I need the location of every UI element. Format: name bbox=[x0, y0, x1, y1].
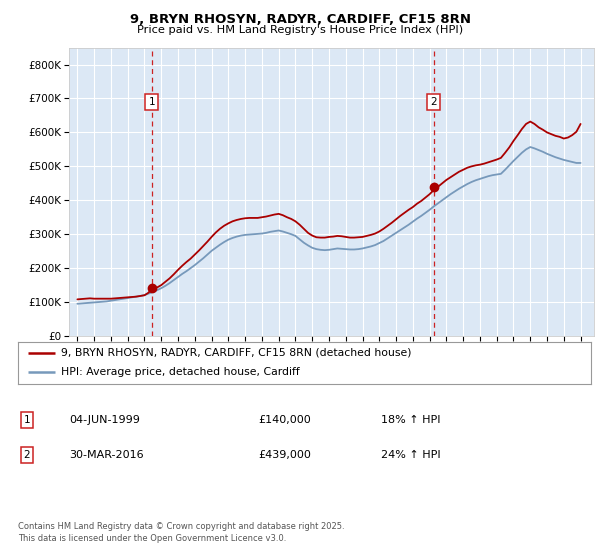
Text: HPI: Average price, detached house, Cardiff: HPI: Average price, detached house, Card… bbox=[61, 367, 300, 377]
Text: 2: 2 bbox=[430, 97, 437, 107]
Text: Price paid vs. HM Land Registry's House Price Index (HPI): Price paid vs. HM Land Registry's House … bbox=[137, 25, 463, 35]
Text: 04-JUN-1999: 04-JUN-1999 bbox=[69, 415, 140, 425]
Text: 1: 1 bbox=[23, 415, 31, 425]
Text: £140,000: £140,000 bbox=[258, 415, 311, 425]
Text: 2: 2 bbox=[23, 450, 31, 460]
Text: 9, BRYN RHOSYN, RADYR, CARDIFF, CF15 8RN (detached house): 9, BRYN RHOSYN, RADYR, CARDIFF, CF15 8RN… bbox=[61, 348, 412, 358]
Text: 30-MAR-2016: 30-MAR-2016 bbox=[69, 450, 143, 460]
Text: 1: 1 bbox=[148, 97, 155, 107]
Text: 9, BRYN RHOSYN, RADYR, CARDIFF, CF15 8RN: 9, BRYN RHOSYN, RADYR, CARDIFF, CF15 8RN bbox=[130, 13, 470, 26]
Text: Contains HM Land Registry data © Crown copyright and database right 2025.
This d: Contains HM Land Registry data © Crown c… bbox=[18, 522, 344, 543]
Text: 18% ↑ HPI: 18% ↑ HPI bbox=[381, 415, 440, 425]
Text: £439,000: £439,000 bbox=[258, 450, 311, 460]
Text: 24% ↑ HPI: 24% ↑ HPI bbox=[381, 450, 440, 460]
